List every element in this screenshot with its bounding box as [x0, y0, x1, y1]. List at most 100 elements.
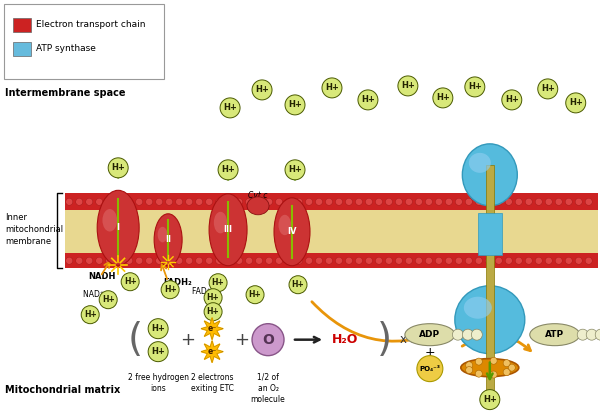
- Circle shape: [515, 198, 522, 205]
- Text: H+: H+: [436, 93, 450, 102]
- Circle shape: [86, 257, 93, 264]
- Circle shape: [166, 198, 173, 205]
- Circle shape: [206, 257, 212, 264]
- Ellipse shape: [103, 209, 117, 232]
- Text: NAD⁺ +: NAD⁺ +: [83, 290, 113, 299]
- Circle shape: [398, 76, 418, 96]
- Circle shape: [385, 198, 392, 205]
- Circle shape: [575, 257, 582, 264]
- Text: e⁻: e⁻: [208, 324, 217, 333]
- Text: 2 electrons
exiting ETC: 2 electrons exiting ETC: [191, 373, 233, 393]
- Circle shape: [316, 257, 322, 264]
- Text: 2 free hydrogen
ions: 2 free hydrogen ions: [128, 373, 188, 393]
- Circle shape: [490, 371, 497, 378]
- Circle shape: [206, 198, 212, 205]
- Circle shape: [595, 329, 600, 340]
- Ellipse shape: [214, 212, 227, 233]
- Circle shape: [245, 198, 253, 205]
- Text: O: O: [262, 332, 274, 347]
- Text: H+: H+: [151, 347, 165, 356]
- Circle shape: [577, 329, 588, 340]
- Ellipse shape: [274, 198, 310, 266]
- Circle shape: [376, 257, 382, 264]
- Circle shape: [155, 198, 163, 205]
- Circle shape: [535, 198, 542, 205]
- Text: II: II: [165, 235, 171, 244]
- Ellipse shape: [158, 227, 167, 242]
- Text: H+: H+: [483, 395, 497, 404]
- Circle shape: [66, 257, 73, 264]
- Ellipse shape: [463, 144, 517, 206]
- Circle shape: [555, 198, 562, 205]
- Text: Mitochondrial matrix: Mitochondrial matrix: [5, 385, 121, 395]
- Text: H+: H+: [111, 163, 125, 172]
- Polygon shape: [201, 318, 223, 339]
- Circle shape: [125, 198, 133, 205]
- Bar: [65, 193, 598, 210]
- Text: ADP: ADP: [419, 330, 440, 339]
- Text: H+: H+: [505, 95, 519, 104]
- Circle shape: [236, 198, 242, 205]
- Text: III: III: [224, 225, 233, 234]
- Text: H+: H+: [255, 85, 269, 95]
- Circle shape: [155, 257, 163, 264]
- Text: 1/2 of
an O₂
molecule: 1/2 of an O₂ molecule: [251, 373, 286, 404]
- Text: IV: IV: [287, 227, 297, 236]
- Circle shape: [226, 257, 233, 264]
- Circle shape: [108, 158, 128, 178]
- Circle shape: [220, 98, 240, 118]
- Circle shape: [505, 198, 512, 205]
- Circle shape: [335, 257, 343, 264]
- Circle shape: [245, 257, 253, 264]
- Circle shape: [185, 198, 193, 205]
- Circle shape: [365, 257, 373, 264]
- Circle shape: [445, 198, 452, 205]
- Text: Inner
mitochondrial
membrane: Inner mitochondrial membrane: [5, 214, 64, 246]
- Circle shape: [285, 95, 305, 115]
- Text: Electron transport chain: Electron transport chain: [36, 21, 146, 29]
- Bar: [13, 42, 31, 56]
- Bar: [65, 253, 598, 268]
- Text: NADH: NADH: [88, 272, 116, 281]
- Text: H₂O: H₂O: [332, 333, 358, 346]
- Text: FADH₂: FADH₂: [163, 278, 192, 287]
- Ellipse shape: [461, 358, 519, 377]
- Circle shape: [566, 93, 586, 113]
- Circle shape: [565, 198, 572, 205]
- Circle shape: [555, 257, 562, 264]
- Circle shape: [503, 369, 510, 376]
- Text: e⁻: e⁻: [208, 347, 217, 356]
- Circle shape: [116, 198, 122, 205]
- Text: H+: H+: [223, 103, 237, 112]
- Circle shape: [415, 257, 422, 264]
- Circle shape: [490, 357, 497, 364]
- Circle shape: [99, 291, 117, 309]
- Circle shape: [508, 364, 515, 371]
- Circle shape: [166, 257, 173, 264]
- Ellipse shape: [530, 324, 580, 346]
- Circle shape: [148, 319, 168, 339]
- Circle shape: [455, 257, 463, 264]
- Circle shape: [355, 257, 362, 264]
- Ellipse shape: [455, 286, 525, 354]
- Circle shape: [472, 329, 482, 340]
- Circle shape: [585, 257, 592, 264]
- Circle shape: [475, 358, 482, 365]
- Text: H+: H+: [288, 165, 302, 174]
- Circle shape: [415, 198, 422, 205]
- Circle shape: [215, 198, 223, 205]
- Circle shape: [385, 257, 392, 264]
- Circle shape: [425, 198, 433, 205]
- FancyBboxPatch shape: [4, 4, 164, 79]
- Circle shape: [545, 198, 552, 205]
- Circle shape: [95, 198, 103, 205]
- Circle shape: [585, 198, 592, 205]
- Circle shape: [285, 160, 305, 180]
- Circle shape: [406, 257, 412, 264]
- Text: H+: H+: [288, 100, 302, 109]
- Text: H+: H+: [84, 310, 97, 319]
- Bar: [486, 165, 494, 394]
- Circle shape: [176, 198, 182, 205]
- Circle shape: [266, 198, 272, 205]
- Circle shape: [305, 257, 313, 264]
